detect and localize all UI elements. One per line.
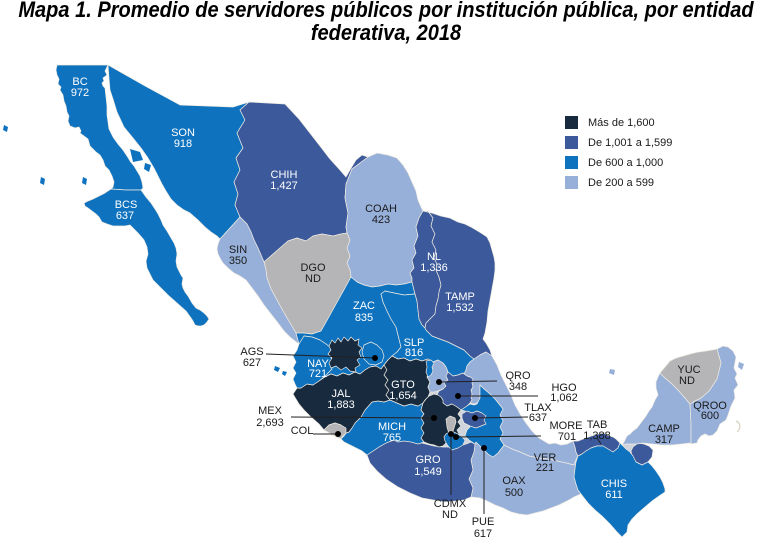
svg-text:COL: COL (291, 425, 314, 437)
svg-text:SIN: SIN (229, 244, 247, 256)
svg-text:TAMP: TAMP (445, 291, 475, 303)
svg-text:918: 918 (174, 138, 192, 150)
svg-text:Más de 1,600: Más de 1,600 (588, 117, 655, 129)
svg-text:BCS: BCS (115, 199, 138, 211)
svg-text:MORE: MORE (550, 420, 583, 432)
svg-text:1,388: 1,388 (583, 430, 611, 442)
svg-text:BC: BC (72, 76, 87, 88)
svg-text:NAY: NAY (307, 358, 329, 370)
svg-text:721: 721 (309, 368, 327, 380)
svg-text:OAX: OAX (502, 475, 526, 487)
svg-text:1,549: 1,549 (414, 466, 442, 478)
svg-text:QROO: QROO (693, 400, 727, 412)
svg-text:TAB: TAB (587, 419, 608, 431)
svg-text:ND: ND (442, 509, 458, 521)
svg-text:De 200 a 599: De 200 a 599 (588, 177, 654, 189)
svg-text:De 1,001 a 1,599: De 1,001 a 1,599 (588, 137, 672, 149)
svg-text:317: 317 (655, 434, 673, 446)
svg-text:1,336: 1,336 (420, 262, 448, 274)
svg-text:1,883: 1,883 (327, 399, 355, 411)
svg-text:COAH: COAH (365, 203, 397, 215)
svg-text:QRO: QRO (505, 370, 531, 382)
svg-text:VER: VER (534, 452, 557, 464)
svg-text:637: 637 (529, 412, 547, 424)
svg-text:350: 350 (229, 255, 247, 267)
svg-text:1,654: 1,654 (389, 390, 417, 402)
svg-text:1,062: 1,062 (550, 392, 578, 404)
svg-text:HGO: HGO (551, 382, 577, 394)
svg-text:1,532: 1,532 (446, 302, 474, 314)
svg-text:221: 221 (536, 462, 554, 474)
svg-text:ZAC: ZAC (353, 300, 375, 312)
svg-text:600: 600 (701, 410, 719, 422)
svg-text:TLAX: TLAX (524, 402, 552, 414)
svg-text:972: 972 (71, 87, 89, 99)
svg-text:GRO: GRO (415, 454, 441, 466)
svg-text:GTO: GTO (391, 379, 415, 391)
svg-text:ND: ND (679, 375, 695, 387)
svg-text:816: 816 (405, 347, 423, 359)
svg-text:MEX: MEX (258, 405, 283, 417)
svg-text:SON: SON (171, 127, 195, 139)
svg-text:423: 423 (372, 214, 390, 226)
svg-text:CDMX: CDMX (434, 498, 467, 510)
svg-text:SLP: SLP (404, 337, 425, 349)
svg-text:AGS: AGS (240, 346, 263, 358)
svg-text:CHIS: CHIS (601, 478, 627, 490)
svg-text:NL: NL (427, 251, 441, 263)
svg-text:CHIH: CHIH (271, 169, 298, 181)
svg-text:611: 611 (605, 489, 623, 501)
svg-text:2,693: 2,693 (256, 417, 284, 429)
svg-text:JAL: JAL (332, 388, 351, 400)
svg-text:PUE: PUE (472, 516, 495, 528)
svg-text:DGO: DGO (300, 262, 326, 274)
svg-text:De 600 a 1,000: De 600 a 1,000 (588, 157, 663, 169)
svg-text:835: 835 (355, 312, 373, 324)
svg-text:637: 637 (116, 210, 134, 222)
svg-text:627: 627 (243, 357, 261, 369)
svg-text:YUC: YUC (677, 364, 700, 376)
svg-text:701: 701 (558, 431, 576, 443)
svg-text:MICH: MICH (378, 421, 406, 433)
svg-text:765: 765 (383, 432, 401, 444)
svg-text:348: 348 (509, 381, 527, 393)
svg-text:500: 500 (505, 487, 523, 499)
svg-text:1,427: 1,427 (270, 180, 298, 192)
svg-text:CAMP: CAMP (648, 423, 680, 435)
svg-text:ND: ND (305, 273, 321, 285)
svg-text:617: 617 (474, 528, 492, 540)
